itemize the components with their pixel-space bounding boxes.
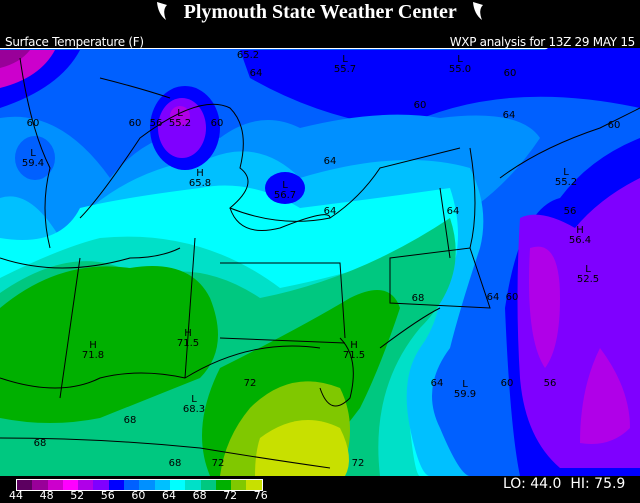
temperature-label: 64: [324, 206, 337, 217]
legend-swatch: [78, 480, 94, 490]
temperature-label: 56: [150, 118, 163, 129]
temperature-label: 72: [244, 378, 257, 389]
legend-tick: 64: [162, 489, 176, 502]
extremum-marker: H: [89, 340, 97, 351]
legend-swatch: [108, 480, 125, 490]
temperature-label: 56.7: [274, 190, 296, 201]
temperature-label: 64: [250, 68, 263, 79]
extremum-marker: L: [342, 54, 348, 65]
lo-value: 44.0: [530, 476, 562, 492]
extremum-marker: H: [576, 225, 584, 236]
legend-swatch: [62, 480, 79, 490]
temperature-label: 55.2: [555, 177, 577, 188]
temperature-label: 68.3: [183, 404, 205, 415]
legend-swatch: [93, 480, 109, 490]
temperature-label: 68: [412, 293, 425, 304]
hi-label: HI:: [570, 476, 590, 492]
legend-swatch: [154, 480, 170, 490]
temperature-label: 59.4: [22, 158, 44, 169]
temperature-label: 59.9: [454, 389, 476, 400]
temperature-label: 60: [414, 100, 427, 111]
extremum-marker: H: [196, 168, 204, 179]
temperature-label: 68: [34, 438, 47, 449]
temperature-label: 64: [431, 378, 444, 389]
extremum-marker: L: [30, 148, 36, 159]
extremum-marker: H: [184, 328, 192, 339]
claw-logo-icon: [473, 2, 484, 20]
temperature-label: 60: [506, 292, 519, 303]
temperature-label: 72: [352, 458, 365, 469]
legend-tick: 52: [70, 489, 85, 502]
map-title: Surface Temperature (F): [5, 35, 144, 49]
claw-logo-icon: [156, 2, 167, 20]
extremum-marker: L: [585, 264, 591, 275]
temperature-label: 60: [608, 120, 621, 131]
legend-tick: 68: [192, 489, 207, 502]
legend-tick: 60: [131, 489, 146, 502]
legend-swatch: [246, 480, 262, 490]
analysis-time: WXP analysis for 13Z 29 MAY 15: [449, 35, 636, 49]
legend-swatch: [47, 480, 63, 490]
temperature-label: 64: [487, 292, 500, 303]
temperature-label: 60: [501, 378, 514, 389]
legend-ticks: 44 48 52 56 60 64 68 72 76: [0, 489, 330, 503]
extremum-marker: L: [191, 394, 197, 405]
temperature-label: 72: [212, 458, 225, 469]
legend-swatch: [169, 480, 186, 490]
temperature-label: 60: [504, 68, 517, 79]
legend-tick: 56: [100, 489, 115, 502]
temperature-label: 64: [503, 110, 516, 121]
legend-swatch: [17, 480, 33, 490]
extremum-marker: L: [282, 180, 288, 191]
temperature-label: 52.5: [577, 274, 599, 285]
temperature-label: 55.2: [169, 118, 191, 129]
legend-swatch: [185, 480, 201, 490]
temperature-label: 55.0: [449, 64, 471, 75]
header: Plymouth State Weather Center: [0, 0, 640, 24]
legend-swatch: [231, 480, 247, 490]
extremum-marker: L: [563, 167, 569, 178]
legend-tick: 72: [223, 489, 238, 502]
legend-swatch: [32, 480, 48, 490]
extremum-marker: L: [457, 54, 463, 65]
legend-swatch: [215, 480, 232, 490]
lo-hi-readout: LO: 44.0 HI: 75.9: [503, 476, 625, 492]
legend-tick: 44: [9, 489, 23, 502]
lo-label: LO:: [503, 476, 526, 492]
legend-tick: 48: [39, 489, 54, 502]
temperature-label: 65.2: [237, 50, 259, 61]
legend-swatch: [200, 480, 216, 490]
extremum-marker: L: [462, 379, 468, 390]
header-title: Plymouth State Weather Center: [183, 1, 457, 23]
extremum-marker: L: [177, 108, 183, 119]
legend-tick: 76: [253, 489, 268, 502]
temperature-label: 60: [27, 118, 40, 129]
extremum-marker: H: [244, 48, 252, 51]
temperature-label: 68: [169, 458, 182, 469]
temperature-label: 64: [447, 206, 460, 217]
hi-value: 75.9: [594, 476, 626, 492]
temperature-label: 71.5: [177, 338, 199, 349]
temperature-label: 60: [129, 118, 142, 129]
extremum-marker: H: [350, 340, 358, 351]
temperature-label: 55.7: [334, 64, 356, 75]
color-legend: [16, 479, 263, 491]
temperature-label: 56: [544, 378, 557, 389]
temperature-label: 71.5: [343, 350, 365, 361]
legend-swatch: [124, 480, 140, 490]
temperature-label: 56.4: [569, 235, 591, 246]
temperature-label: 64: [324, 156, 337, 167]
temperature-label: 65.8: [189, 178, 211, 189]
temperature-label: 71.8: [82, 350, 104, 361]
legend-swatch: [139, 480, 155, 490]
temperature-map: H65.264L55.7L55.0606056L55.26060L59.4H65…: [0, 48, 640, 476]
temperature-label: 60: [211, 118, 224, 129]
temperature-label: 68: [124, 415, 137, 426]
temperature-label: 56: [564, 206, 577, 217]
